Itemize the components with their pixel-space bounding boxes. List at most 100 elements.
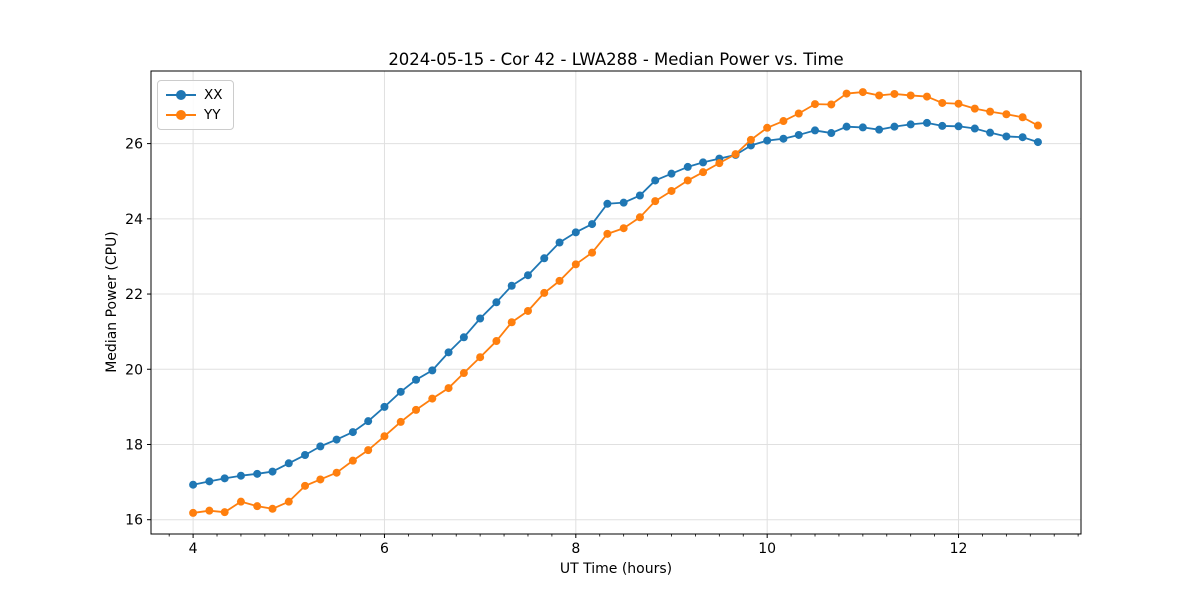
data-point-yy [236, 497, 245, 506]
data-point-yy [412, 405, 421, 414]
data-point-xx [651, 176, 660, 185]
data-point-yy [858, 88, 867, 97]
data-point-yy [731, 150, 740, 159]
data-point-xx [986, 128, 995, 137]
data-point-yy [875, 91, 884, 100]
data-point-xx [827, 129, 836, 138]
data-point-xx [699, 158, 708, 167]
data-point-xx [348, 428, 357, 437]
data-point-xx [890, 122, 899, 131]
data-point-yy [205, 506, 214, 515]
data-point-xx [811, 126, 820, 135]
data-point-yy [1002, 110, 1011, 119]
data-point-xx [459, 333, 468, 342]
x-tick-label: 8 [571, 541, 580, 557]
data-point-xx [875, 125, 884, 134]
data-point-xx [1018, 133, 1027, 142]
data-point-yy [301, 481, 310, 490]
data-point-yy [189, 508, 198, 517]
data-point-yy [746, 135, 755, 144]
data-point-yy [492, 337, 501, 346]
data-point-yy [555, 276, 564, 285]
data-point-xx [1002, 132, 1011, 141]
data-point-yy [507, 318, 516, 327]
y-tick-label: 20 [125, 362, 143, 378]
data-point-yy [253, 502, 262, 511]
data-point-xx [268, 467, 277, 476]
data-point-yy [476, 353, 485, 362]
y-axis-label: Median Power (CPU) [104, 231, 120, 373]
y-tick-label: 26 [125, 137, 143, 153]
data-point-yy [284, 497, 293, 506]
data-point-xx [205, 477, 214, 486]
data-point-xx [746, 141, 755, 150]
data-point-xx [683, 162, 692, 171]
data-point-yy [699, 168, 708, 177]
data-point-yy [827, 100, 836, 109]
data-point-xx [476, 314, 485, 323]
data-point-yy [588, 248, 597, 257]
data-point-yy [938, 98, 947, 107]
data-point-xx [364, 417, 373, 426]
legend: XX YY [157, 80, 234, 130]
data-point-yy [444, 384, 453, 393]
data-point-xx [284, 459, 293, 468]
data-point-xx [396, 387, 405, 396]
data-point-xx [779, 134, 788, 143]
data-point-yy [715, 159, 724, 168]
data-point-yy [364, 446, 373, 455]
data-point-xx [316, 442, 325, 451]
x-tick-label: 4 [189, 541, 198, 557]
data-point-yy [635, 213, 644, 222]
data-point-yy [1033, 121, 1042, 130]
data-point-xx [220, 474, 229, 483]
data-point-yy [906, 91, 915, 100]
legend-label-xx: XX [204, 87, 223, 103]
data-point-yy [332, 468, 341, 477]
y-tick-label: 24 [125, 212, 143, 228]
data-point-yy [540, 288, 549, 297]
data-point-yy [380, 432, 389, 441]
data-point-yy [811, 100, 820, 109]
data-point-xx [763, 136, 772, 145]
data-point-xx [253, 469, 262, 478]
data-point-xx [1033, 138, 1042, 147]
legend-item-yy: YY [166, 105, 223, 125]
series-line-xx [192, 122, 1039, 486]
legend-marker-yy [166, 109, 196, 121]
axes-frame [150, 70, 1082, 535]
x-axis-label: UT Time (hours) [559, 561, 673, 577]
data-point-yy [268, 504, 277, 513]
data-point-yy [603, 229, 612, 238]
data-point-yy [986, 107, 995, 116]
x-tick-label: 10 [758, 541, 776, 557]
x-tick-label: 12 [950, 541, 968, 557]
data-point-yy [428, 394, 437, 403]
data-point-yy [571, 260, 580, 269]
data-point-xx [603, 199, 612, 208]
legend-item-xx: XX [166, 85, 223, 105]
data-point-yy [954, 99, 963, 108]
data-point-yy [763, 123, 772, 132]
data-point-xx [842, 122, 851, 131]
data-point-xx [444, 348, 453, 357]
data-point-xx [301, 451, 310, 460]
data-point-yy [794, 109, 803, 118]
data-point-xx [667, 169, 676, 178]
x-tick-label: 6 [380, 541, 389, 557]
data-point-xx [794, 130, 803, 139]
data-point-yy [651, 197, 660, 206]
data-point-xx [635, 191, 644, 200]
data-point-xx [540, 254, 549, 263]
y-tick-label: 22 [125, 287, 143, 303]
data-point-yy [890, 89, 899, 98]
data-point-xx [858, 123, 867, 132]
data-point-yy [779, 117, 788, 126]
legend-label-yy: YY [204, 107, 221, 123]
data-point-xx [492, 298, 501, 307]
data-point-xx [189, 480, 198, 489]
data-point-xx [332, 435, 341, 444]
data-point-yy [970, 104, 979, 113]
data-point-yy [220, 508, 229, 517]
